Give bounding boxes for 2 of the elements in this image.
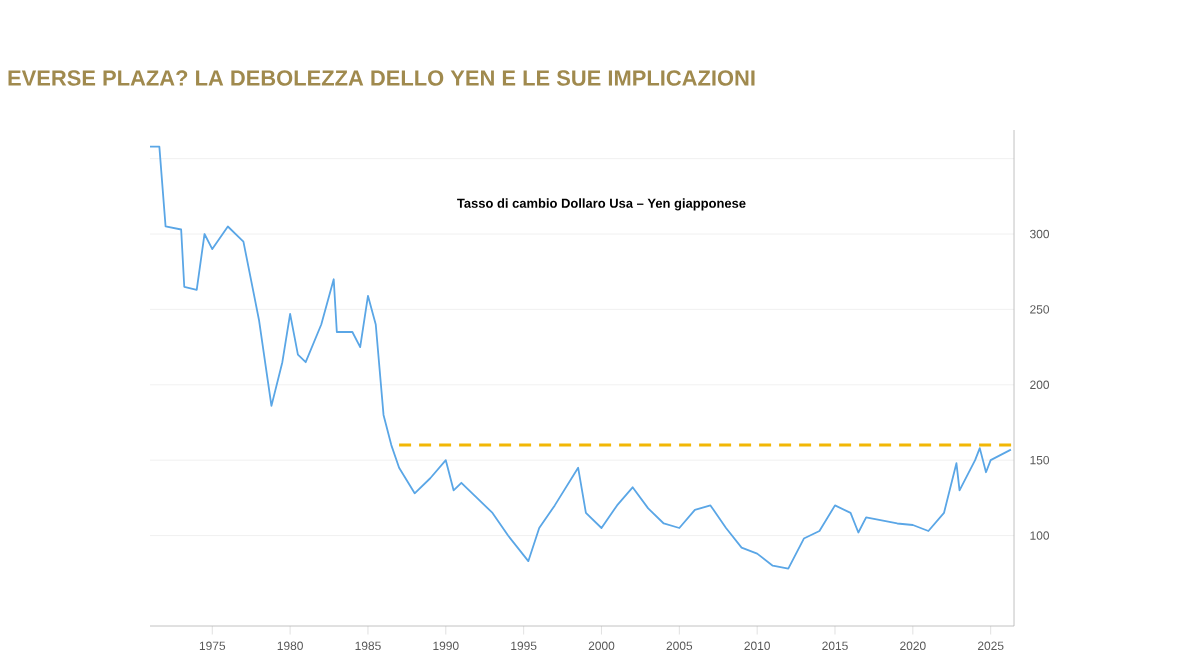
line-series: [149, 145, 1012, 570]
chart-title: EVERSE PLAZA? LA DEBOLEZZA DELLO YEN E LE SUE IMPLICAZIONI: [8, 70, 755, 86]
